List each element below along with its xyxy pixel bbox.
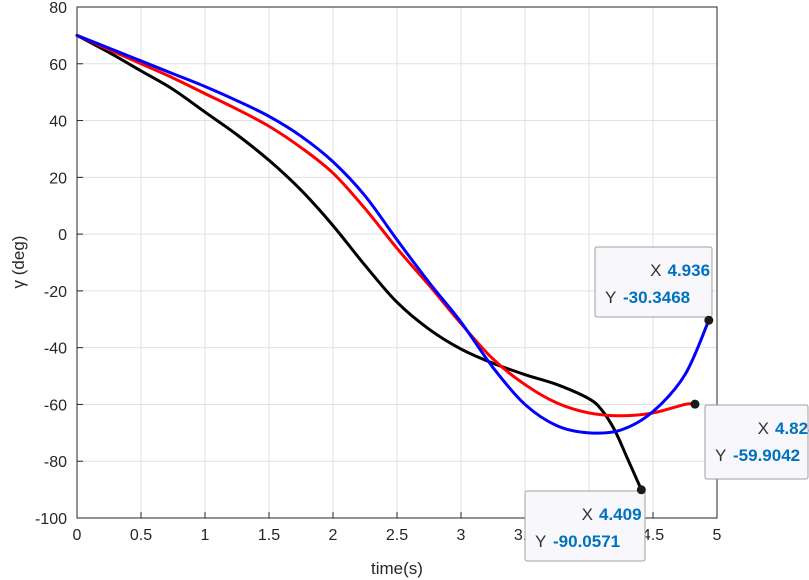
x-tick-label: 5 — [713, 527, 722, 544]
datatip: X 4.828 Y -59.9042 — [690, 399, 809, 480]
datatip-x-label: X — [650, 261, 661, 280]
datatips: X 4.936 Y -30.3468 X 4.828 Y -59.9042 X 4.409 Y -90… — [524, 246, 809, 562]
datatip-box — [524, 490, 646, 562]
y-tick-label: -80 — [44, 454, 67, 471]
datatip-x-value: 4.828 — [775, 419, 809, 438]
x-tick-label: 3 — [457, 527, 466, 544]
datatip-x-value: 4.936 — [668, 261, 711, 280]
y-tick-label: 60 — [49, 57, 67, 74]
datatip-x-label: X — [582, 505, 593, 524]
x-tick-label: 2.5 — [386, 527, 408, 544]
x-tick-label: 4.5 — [642, 527, 664, 544]
datatip-x-value: 4.409 — [599, 505, 642, 524]
y-tick-label: -40 — [44, 341, 67, 358]
x-axis-label: time(s) — [371, 559, 423, 578]
datatip-y-label: Y — [605, 288, 616, 307]
datatip: X 4.409 Y -90.0571 — [524, 485, 646, 562]
datatip-marker — [636, 485, 646, 495]
series-group — [75, 33, 711, 492]
datatip-y-value: -59.9042 — [733, 446, 800, 465]
y-tick-label: 40 — [49, 114, 67, 131]
datatip-y-value: -90.0571 — [553, 532, 620, 551]
y-tick-label: -60 — [44, 397, 67, 414]
series-line-3 — [75, 33, 711, 435]
datatip-box — [704, 404, 809, 480]
datatip-marker — [704, 315, 714, 325]
series-line-1 — [75, 33, 643, 492]
x-tick-label: 0 — [73, 527, 82, 544]
datatip-box — [594, 246, 713, 318]
grid-lines — [77, 7, 717, 518]
y-tick-label: 20 — [49, 170, 67, 187]
x-tick-label: 0.5 — [130, 527, 152, 544]
y-axis-label: γ (deg) — [9, 236, 28, 289]
datatip-y-label: Y — [535, 532, 546, 551]
x-tick-label: 1 — [201, 527, 210, 544]
datatip-y-value: -30.3468 — [623, 288, 690, 307]
datatip-y-label: Y — [715, 446, 726, 465]
y-tick-label: 0 — [58, 227, 67, 244]
series-line-2 — [75, 33, 697, 418]
y-tick-label: -20 — [44, 284, 67, 301]
datatip-x-label: X — [758, 419, 769, 438]
y-tick-label: -100 — [35, 511, 67, 528]
x-tick-label: 2 — [329, 527, 338, 544]
x-tick-label: 1.5 — [258, 527, 280, 544]
y-tick-label: 80 — [49, 0, 67, 17]
datatip: X 4.936 Y -30.3468 — [594, 246, 714, 325]
datatip-marker — [690, 399, 700, 409]
